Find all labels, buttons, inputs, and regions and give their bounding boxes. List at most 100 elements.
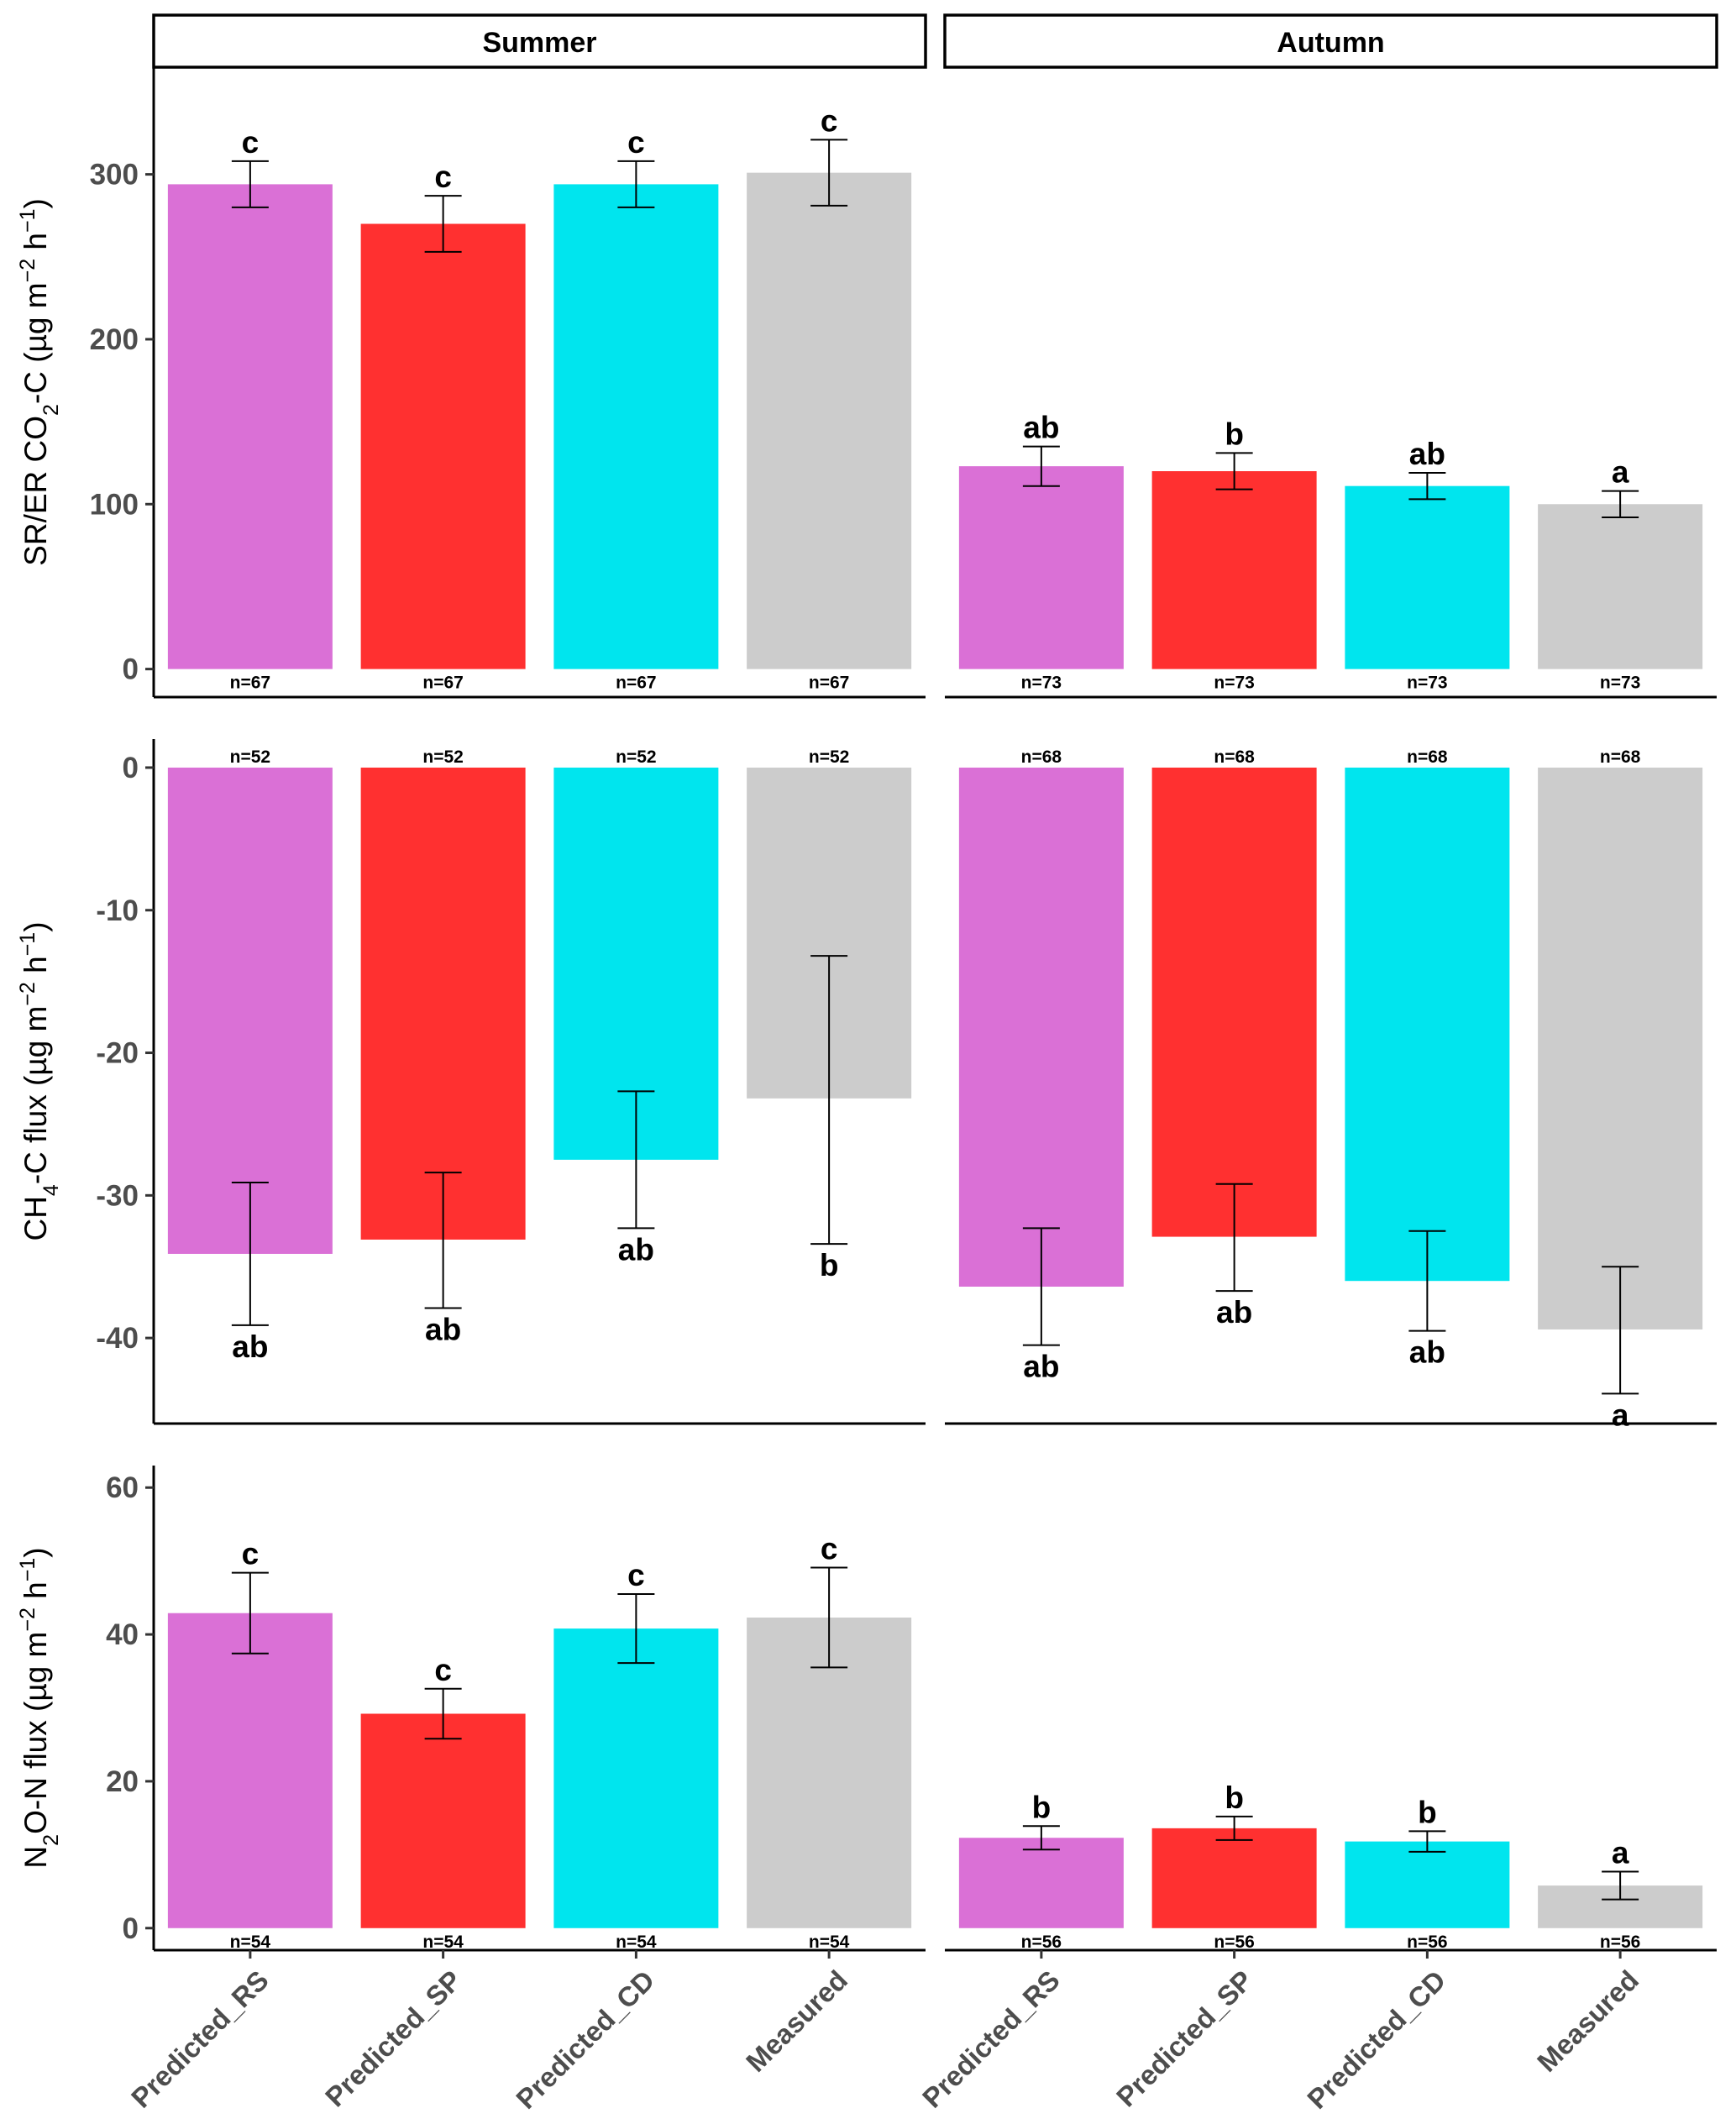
bar-predicted-cd (1345, 767, 1510, 1282)
sample-size-label: n=54 (616, 1933, 657, 1952)
sample-size-label: n=73 (1021, 674, 1062, 693)
sample-size-label: n=73 (1407, 674, 1447, 693)
sample-size-label: n=52 (422, 747, 463, 767)
y-tick-label: -20 (96, 1037, 139, 1070)
bar-predicted-rs (958, 1838, 1124, 1928)
significance-letter: a (1612, 1835, 1629, 1870)
sample-size-label: n=56 (1600, 1933, 1640, 1952)
significance-letter: ab (1023, 411, 1059, 445)
bar-predicted-cd (1345, 485, 1510, 669)
bar-predicted-sp (360, 1713, 526, 1928)
significance-letter: ab (232, 1329, 268, 1364)
significance-letter: b (1032, 1790, 1052, 1824)
sample-size-label: n=67 (422, 674, 463, 693)
sample-size-label: n=54 (230, 1933, 271, 1952)
strip-autumn: Autumn (943, 13, 1718, 69)
sample-size-label: n=52 (809, 747, 849, 767)
sample-size-label: n=54 (422, 1933, 464, 1952)
x-tick-label: Predicted_CD (1301, 1964, 1451, 2115)
x-tick-label: Predicted_CD (510, 1964, 660, 2115)
bar-predicted-rs (958, 466, 1124, 669)
sample-size-label: n=67 (616, 674, 656, 693)
significance-letter: a (1612, 455, 1629, 490)
sample-size-label: n=68 (1214, 747, 1255, 767)
y-tick-label: 60 (106, 1471, 139, 1504)
sample-size-label: n=68 (1021, 747, 1062, 767)
significance-letter: ab (1023, 1350, 1059, 1384)
bar-predicted-cd (553, 1628, 719, 1928)
x-axis-labels: Predicted_RS Predicted_SP Predicted_CD Meas… (125, 1950, 1644, 2115)
y-tick-label: 200 (90, 323, 139, 356)
strip-label: Autumn (1277, 27, 1384, 59)
bar-predicted-sp (1151, 767, 1317, 1237)
sample-size-label: n=52 (230, 747, 270, 767)
significance-letter: b (1225, 417, 1244, 451)
y-tick-label: 40 (106, 1618, 139, 1651)
y-tick-label: 0 (123, 653, 139, 686)
x-tick-label: Predicted_SP (319, 1964, 468, 2113)
y-tick-label: -40 (96, 1322, 139, 1355)
bar-predicted-rs (958, 767, 1124, 1287)
panel-summer: ab n=52 ab n=52 ab n=52 b n=52 (154, 747, 926, 1425)
x-tick-label: Predicted_RS (125, 1964, 275, 2114)
facet-strips: Summer Autumn (152, 13, 1718, 69)
sample-size-label: n=56 (1407, 1933, 1447, 1952)
y-tick-label: -30 (96, 1179, 139, 1212)
bar-predicted-sp (1151, 1828, 1317, 1928)
sample-size-label: n=67 (230, 674, 270, 693)
bar-predicted-cd (1345, 1841, 1510, 1928)
significance-letter: ab (1409, 1335, 1445, 1370)
significance-letter: ab (1409, 437, 1445, 471)
y-tick-label: 300 (90, 159, 139, 191)
sample-size-label: n=52 (616, 747, 656, 767)
significance-letter: c (434, 1653, 452, 1687)
panel-summer: c n=54 c n=54 c n=54 c n=54 (154, 1532, 926, 1952)
significance-letter: a (1612, 1398, 1629, 1432)
sample-size-label: n=73 (1600, 674, 1640, 693)
significance-letter: c (627, 125, 645, 160)
bar-measured (1538, 767, 1703, 1329)
bar-predicted-rs (167, 184, 333, 669)
y-tick-label: 20 (106, 1765, 139, 1798)
sample-size-label: n=67 (809, 674, 849, 693)
panel-autumn: ab n=68 ab n=68 ab n=68 a n=68 (945, 747, 1717, 1432)
x-tick-label: Predicted_RS (916, 1964, 1066, 2114)
bar-predicted-sp (360, 223, 526, 669)
significance-letter: c (242, 125, 260, 160)
bar-measured (747, 172, 912, 669)
significance-letter: b (820, 1248, 839, 1282)
bar-predicted-sp (360, 767, 526, 1240)
bar-predicted-sp (1151, 471, 1317, 669)
significance-letter: ab (618, 1232, 654, 1267)
strip-box (943, 13, 1718, 69)
sample-size-label: n=68 (1600, 747, 1641, 767)
bar-predicted-rs (167, 1613, 333, 1928)
sample-size-label: n=68 (1407, 747, 1448, 767)
y-tick-label: 0 (123, 1912, 139, 1945)
row-3: 0 20 40 60 N2O-N flux (µg m−2 h−1) c n=54 c n=54… (16, 1466, 1717, 1952)
significance-letter: c (242, 1537, 260, 1571)
y-tick-label: -10 (96, 894, 139, 927)
sample-size-label: n=56 (1214, 1933, 1254, 1952)
strip-summer: Summer (152, 13, 927, 69)
sample-size-label: n=56 (1021, 1933, 1062, 1952)
significance-letter: c (434, 160, 452, 194)
bar-predicted-rs (167, 767, 333, 1254)
sample-size-label: n=73 (1214, 674, 1254, 693)
sample-size-label: n=54 (809, 1933, 850, 1952)
y-axis-title: SR/ER CO2-C (µg m−2 h−1) (16, 198, 63, 566)
significance-letter: ab (1216, 1295, 1252, 1329)
significance-letter: ab (425, 1312, 461, 1346)
significance-letter: c (821, 103, 838, 138)
y-tick-label: 100 (90, 488, 139, 521)
x-tick-label: Measured (1531, 1964, 1644, 2078)
x-tick-label: Predicted_SP (1110, 1964, 1259, 2113)
bar-predicted-cd (553, 184, 719, 669)
significance-letter: c (627, 1558, 645, 1592)
significance-letter: b (1225, 1780, 1244, 1815)
panel-summer: c n=67 c n=67 c n=67 c n=67 (154, 103, 926, 699)
x-tick-label: Measured (740, 1964, 853, 2078)
